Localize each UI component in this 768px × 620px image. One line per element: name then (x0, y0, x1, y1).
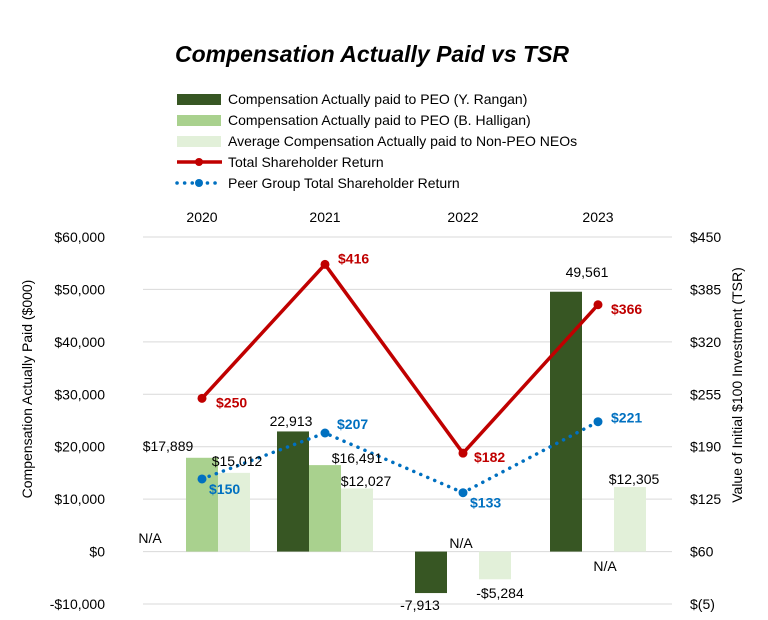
bar-2-2020 (186, 457, 218, 552)
data-labels: N/A 22,913 -7,913 49,561 $17,889 $16,491 N/A N/… (138, 250, 659, 613)
bar-1-2023 (550, 291, 582, 552)
tsr-marker-2022 (458, 448, 468, 458)
y-tick-label: -$10,000 (50, 596, 105, 612)
tsr-label: $182 (474, 449, 505, 465)
legend-label: Total Shareholder Return (228, 154, 384, 170)
bar-data-label: -$5,284 (476, 585, 524, 601)
bar-data-label: -7,913 (400, 597, 440, 613)
category-label: 2020 (186, 209, 217, 225)
bar-2-2021 (309, 465, 341, 552)
legend-label: Average Compensation Actually paid to No… (228, 133, 577, 149)
peer-tsr-marker-2022 (458, 488, 468, 498)
y-tick-label: $0 (89, 544, 105, 560)
legend-marker (195, 158, 203, 166)
tsr-marker-2021 (320, 259, 330, 269)
bar-data-label: $15,012 (212, 453, 263, 469)
tsr-marker-2020 (197, 393, 207, 403)
tsr-line (200, 262, 600, 455)
peer-tsr-label: $221 (611, 410, 642, 426)
bar-data-label: N/A (138, 530, 162, 546)
legend-label: Compensation Actually paid to PEO (Y. Ra… (228, 91, 527, 107)
legend: Compensation Actually paid to PEO (Y. Ra… (175, 91, 577, 191)
bar-3-2022 (479, 551, 511, 580)
peer-tsr-line (200, 419, 600, 495)
y2-tick-label: $125 (690, 491, 721, 507)
y-tick-label: $10,000 (54, 491, 105, 507)
y2-tick-label: $385 (690, 281, 721, 297)
peer-tsr-label: $133 (470, 495, 501, 511)
y-tick-label: $30,000 (54, 386, 105, 402)
bar-3-2023 (614, 487, 646, 552)
right-axis: $(5) $60 $125 $190 $255 $320 $385 $450 (690, 229, 721, 612)
y-tick-label: $50,000 (54, 281, 105, 297)
bar-data-label: 49,561 (566, 264, 609, 280)
bar-3-2020 (218, 472, 250, 552)
peer-tsr-label: $207 (337, 416, 368, 432)
bars (186, 291, 646, 594)
y-axis-title: Compensation Actually Paid ($000) (19, 280, 35, 499)
legend-swatch-bar (177, 136, 221, 147)
tsr-label: $366 (611, 301, 642, 317)
left-axis: -$10,000 $0 $10,000 $20,000 $30,000 $40,000 $5… (50, 229, 105, 612)
tsr-label: $416 (338, 250, 369, 266)
legend-label: Compensation Actually paid to PEO (B. Ha… (228, 112, 531, 128)
bar-data-label: N/A (449, 535, 473, 551)
y2-tick-label: $320 (690, 334, 721, 350)
bar-1-2021 (277, 431, 309, 552)
bar-1-2022 (415, 551, 447, 594)
bar-data-label: $17,889 (143, 438, 194, 454)
y2-axis-title: Value of Initial $100 Investment (TSR) (729, 267, 745, 503)
y-tick-label: $20,000 (54, 439, 105, 455)
tsr-label: $250 (216, 394, 247, 410)
legend-swatch-bar (177, 115, 221, 126)
peer-tsr-marker-2023 (593, 417, 603, 427)
lines (197, 259, 603, 498)
category-axis: 2020 2021 2022 2023 (186, 209, 613, 225)
peer-tsr-marker-2020 (197, 474, 207, 484)
bar-data-label: $12,027 (341, 473, 392, 489)
category-label: 2022 (447, 209, 478, 225)
bar-data-label: $12,305 (609, 471, 660, 487)
bar-data-label: N/A (593, 558, 617, 574)
legend-marker (195, 179, 203, 187)
peer-tsr-marker-2021 (320, 428, 330, 438)
category-label: 2021 (309, 209, 340, 225)
peer-tsr-label: $150 (209, 481, 240, 497)
y-tick-label: $40,000 (54, 334, 105, 350)
y2-tick-label: $450 (690, 229, 721, 245)
category-label: 2023 (582, 209, 613, 225)
bar-data-label: 22,913 (270, 413, 313, 429)
legend-label: Peer Group Total Shareholder Return (228, 175, 460, 191)
y2-tick-label: $(5) (690, 596, 715, 612)
bar-3-2021 (341, 488, 373, 552)
tsr-marker-2023 (593, 300, 603, 310)
y-tick-label: $60,000 (54, 229, 105, 245)
bar-data-label: $16,491 (332, 450, 383, 466)
chart-title: Compensation Actually Paid vs TSR (175, 41, 569, 67)
legend-swatch-bar (177, 94, 221, 105)
y2-tick-label: $190 (690, 439, 721, 455)
y2-tick-label: $255 (690, 386, 721, 402)
y2-tick-label: $60 (690, 544, 714, 560)
